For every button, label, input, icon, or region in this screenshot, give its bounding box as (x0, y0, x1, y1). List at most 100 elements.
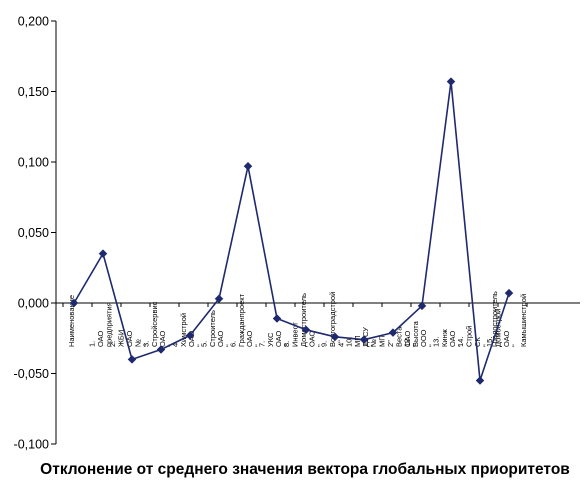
x-tick-label: 2. ЖБИ ОАО № " (108, 330, 151, 347)
data-point (301, 325, 311, 335)
x-tick-label-line: 3. (141, 341, 150, 347)
x-tick-label-line: Стройсервис (150, 301, 159, 347)
x-tick-label: 13. Кинж ОАО " (431, 329, 465, 347)
x-tick-label-line: ОАО (502, 330, 511, 347)
data-point (185, 331, 195, 340)
x-axis (56, 302, 580, 307)
x-tick-label-line: 6. (228, 341, 237, 347)
x-tick-label-line: ЖБИ (117, 330, 126, 347)
x-tick-label-line: " (428, 344, 437, 347)
x-tick-label-line: ОАО (307, 330, 316, 347)
x-tick-label: 9. Волгоградстрой 4" (320, 292, 346, 347)
x-tick-label-line: ОАО (96, 330, 105, 347)
data-point (243, 161, 253, 171)
x-tick-label-line: " (167, 344, 176, 347)
x-tick-label-line: Волгоградстрой (328, 292, 337, 347)
x-tick-label-line: Наименование (67, 295, 76, 347)
x-tick-label-line: Строитель (208, 310, 217, 347)
x-tick-label-line: 1. (88, 341, 97, 347)
chart-title: Отклонение от среднего значения вектора … (40, 461, 570, 478)
x-tick-label-line: МП (353, 335, 362, 347)
x-tick-label-line: № (369, 339, 378, 347)
x-tick-label-line: Инвест (291, 322, 300, 347)
x-tick-label-line: СК (473, 337, 482, 347)
x-tick-label-line: " (411, 344, 420, 347)
x-tick-label-line: Гражданпроект (237, 293, 246, 347)
y-axis: 0,200 0,150 0,100 0,050 0,000 -0,050 -0,100 (14, 15, 57, 452)
data-point (98, 249, 108, 259)
y-tick-label: 0,050 (18, 226, 49, 240)
x-tick-label-line: 4. (170, 341, 179, 347)
data-point (388, 328, 398, 337)
data-point (504, 288, 514, 298)
x-tick-label: 8. Инвест Домостроитель ОАО " (282, 293, 325, 347)
x-tick-label: 7. УКС ОАО " (257, 330, 291, 347)
x-tick-label: 14. Строй СК " Градостроитель (456, 291, 499, 347)
x-tick-label-line: 8. (282, 341, 291, 347)
x-tick-label-line: 14. (456, 337, 465, 347)
x-tick-label: 6. Гражданпроект ОАО " (228, 293, 262, 347)
x-tick-label-line: Кинж (440, 329, 449, 347)
x-tick-label-line: 9. (320, 341, 329, 347)
x-tick-label-line: Строй (465, 326, 474, 347)
x-tick-label-line: 4" (336, 340, 345, 347)
x-tick-label-line: 2. (108, 341, 117, 347)
data-point (69, 298, 79, 308)
x-tick-label-line: ОАО (216, 330, 225, 347)
x-tick-label-line: УКС (266, 332, 275, 347)
x-tick-label-line: " (457, 344, 466, 347)
data-point (475, 376, 485, 385)
x-tick-label-line: 7. (257, 341, 266, 347)
x-tick-label-line: " (196, 344, 205, 347)
x-tick-label-line: ДРСУ (361, 327, 370, 347)
x-tick-label-line: 13. (431, 337, 440, 347)
data-point (214, 294, 224, 304)
x-tick-label-line: Химстрой (179, 313, 188, 347)
x-tick-label-line: № (133, 339, 142, 347)
x-tick-label-line: 10. (344, 337, 353, 347)
x-tick-label-line: Высота (411, 320, 420, 347)
x-tick-label-line: " (254, 344, 263, 347)
series-line (73, 80, 510, 382)
x-tick-label: 3. Стройсервис ОАО " (141, 301, 175, 347)
x-tick-label-line: ОАО (274, 330, 283, 347)
y-tick-label: 0,200 (18, 15, 49, 29)
x-tick-label-line: " (481, 344, 490, 347)
data-point (156, 345, 166, 354)
x-tick-label-line: Градостроитель (490, 291, 499, 347)
x-tick-label-line: МП (378, 335, 387, 347)
y-tick-label: 0,100 (18, 156, 49, 170)
plot-area (69, 77, 514, 385)
y-tick-label: 0,000 (18, 297, 49, 311)
y-tick-label: 0,150 (18, 85, 49, 99)
x-tick-label-line: ОАО (448, 330, 457, 347)
y-tick-label: -0,100 (14, 438, 49, 452)
x-tick-label-line: ООО (419, 329, 428, 347)
x-tick-label: 12. Высота ООО " (402, 320, 436, 347)
x-tick-label-line: Веста (394, 326, 403, 347)
x-tick-label-line: " (510, 344, 519, 347)
x-tick-label: 1. ОАО предприятия (88, 302, 114, 347)
x-tick-label: 4. Химстрой ОАО " (170, 313, 204, 347)
x-tick-label-line: предприятия (104, 302, 113, 347)
x-tick-label: 10.МПДРСУ" (344, 327, 378, 347)
x-tick-label-line: 5. (199, 341, 208, 347)
x-tick-label-line: ОАО (158, 330, 167, 347)
y-tick-label: -0,050 (14, 367, 49, 381)
data-point (417, 301, 427, 311)
x-tick-label-line: 15. (485, 337, 494, 347)
x-tick-label-line: " (283, 344, 292, 347)
data-point (127, 355, 137, 364)
x-tick-label-line: ОАО (245, 330, 254, 347)
data-point (330, 332, 340, 342)
x-tick-label-line: ОАО (187, 330, 196, 347)
x-tick-label-line: " (225, 344, 234, 347)
x-tick-label-line: " (370, 344, 379, 347)
x-tick-label-line: ОАО (403, 330, 412, 347)
x-tick-label-line: 2" (386, 340, 395, 347)
data-point (446, 77, 456, 86)
x-tick-label-line: ОАО (125, 330, 134, 347)
data-point (359, 335, 369, 345)
